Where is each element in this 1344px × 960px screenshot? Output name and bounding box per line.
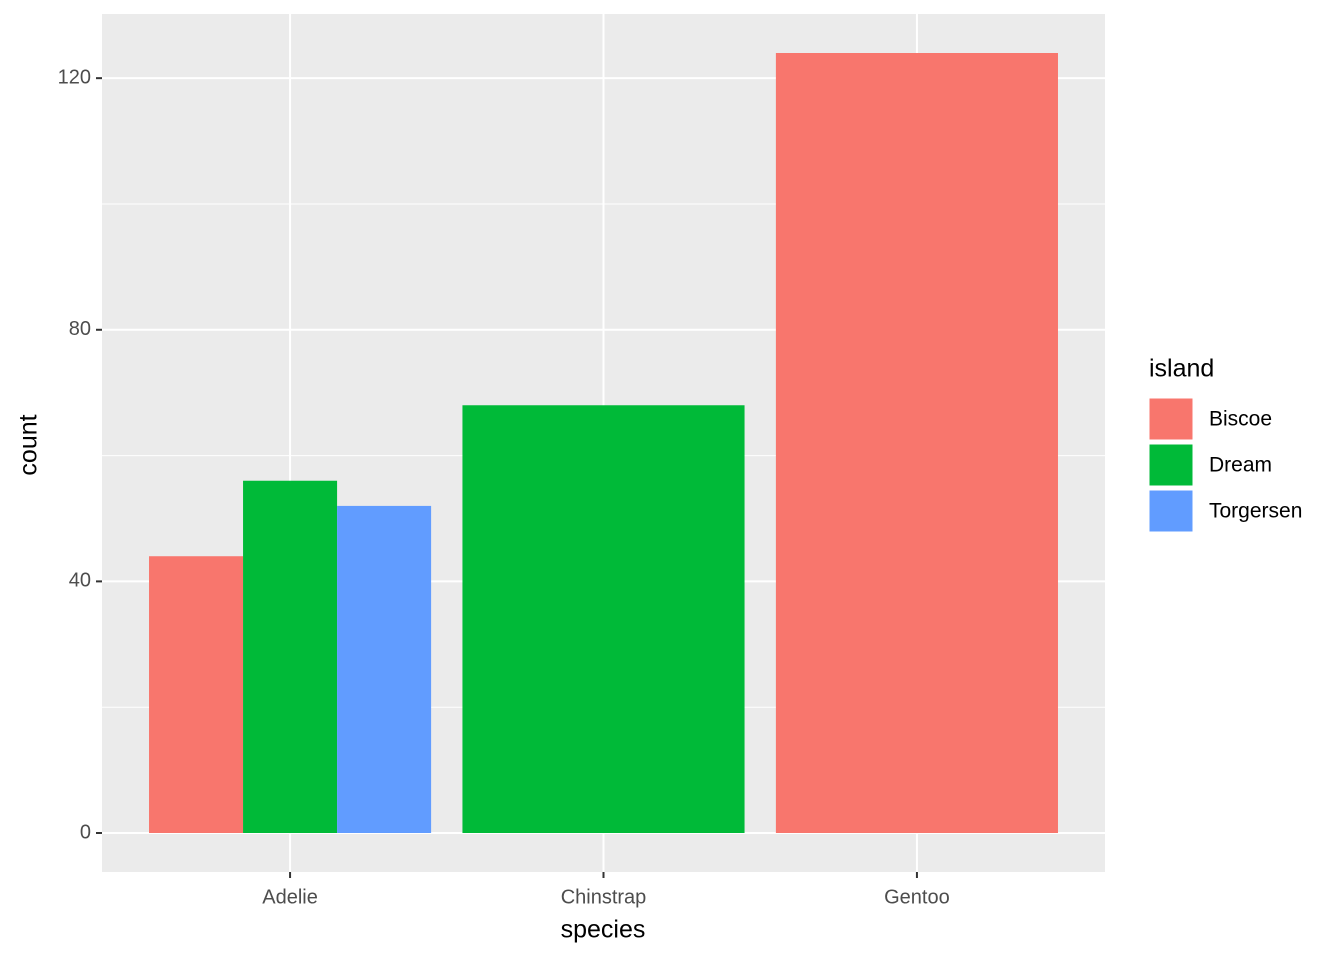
legend-key bbox=[1148, 443, 1194, 487]
y-tick-label: 40 bbox=[69, 570, 91, 592]
x-axis-title: species bbox=[561, 916, 646, 944]
legend-label: Biscoe bbox=[1209, 408, 1272, 431]
bar bbox=[775, 53, 1058, 833]
bar bbox=[462, 405, 745, 833]
bar bbox=[337, 505, 432, 833]
x-tick-label: Adelie bbox=[262, 886, 318, 908]
y-tick-label: 0 bbox=[80, 821, 91, 843]
legend-label: Torgersen bbox=[1209, 500, 1302, 523]
y-tick-label: 80 bbox=[69, 318, 91, 340]
bar bbox=[243, 480, 338, 833]
x-tick-label: Chinstrap bbox=[561, 886, 647, 908]
legend-title: island bbox=[1149, 355, 1214, 383]
bars bbox=[149, 53, 1058, 833]
legend-key bbox=[1148, 489, 1194, 533]
bar bbox=[149, 556, 244, 833]
y-tick-label: 120 bbox=[58, 66, 91, 88]
legend-key bbox=[1148, 397, 1194, 441]
legend-label: Dream bbox=[1209, 454, 1272, 477]
x-tick-label: Gentoo bbox=[884, 886, 950, 908]
y-axis-title: count bbox=[15, 414, 43, 475]
